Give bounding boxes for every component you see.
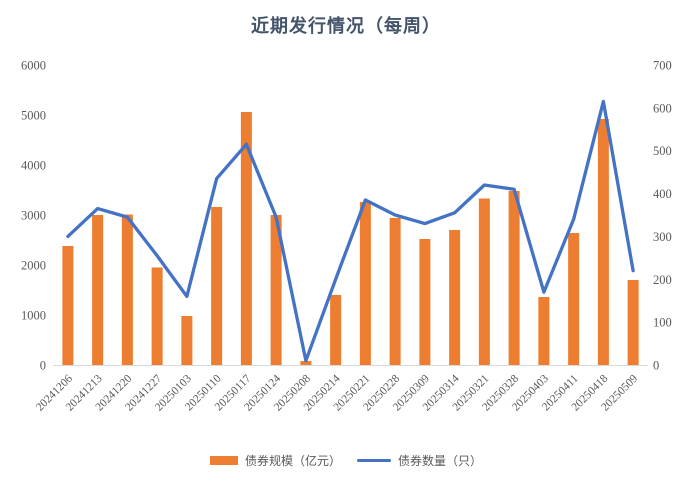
- bar-20241206: [62, 246, 74, 365]
- y-axis-left-tick-label: 2000: [21, 259, 46, 273]
- y-axis-left-tick-label: 3000: [21, 209, 46, 223]
- bar-20250328: [508, 191, 520, 365]
- bar-20250103: [181, 316, 193, 365]
- line-series: [66, 99, 635, 363]
- y-axis-left-tick-label: 0: [40, 359, 46, 373]
- bar-20250411: [568, 233, 580, 365]
- bar-20250214: [330, 295, 342, 365]
- y-axis-right-tick-label: 300: [653, 230, 672, 244]
- y-axis-right-tick-label: 600: [653, 101, 672, 115]
- bar-20250509: [627, 280, 639, 365]
- bar-series-swatch-icon: [209, 456, 238, 465]
- bar-20250208: [300, 361, 312, 365]
- bar-20250314: [449, 230, 461, 365]
- y-axis-right-tick-label: 200: [653, 273, 672, 287]
- bar-series-label: 债券规模（亿元）: [244, 454, 341, 468]
- bar-20250403: [538, 297, 550, 365]
- legend-item-line-series: 债券数量（只）: [357, 452, 482, 469]
- y-axis-right-tick-label: 0: [653, 359, 659, 373]
- y-axis-left-tick-label: 4000: [21, 159, 46, 173]
- bar-20250124: [270, 215, 282, 365]
- bar-20250309: [419, 239, 431, 365]
- bar-20250110: [211, 207, 223, 365]
- y-axis-right-tick-label: 400: [653, 187, 672, 201]
- bar-20250418: [597, 119, 609, 365]
- bar-20250228: [389, 218, 401, 365]
- y-axis-left-tick-label: 1000: [21, 309, 46, 323]
- bar-20241227: [151, 267, 163, 365]
- legend-item-bar-series: 债券规模（亿元）: [209, 452, 341, 469]
- y-axis-right-tick-label: 100: [653, 316, 672, 330]
- line-series-swatch-icon: [357, 458, 391, 463]
- bar-20250221: [359, 202, 371, 365]
- chart-title: 近期发行情况（每周）: [251, 16, 441, 36]
- y-axis-right-tick-label: 700: [653, 59, 672, 73]
- y-axis-left-tick-label: 5000: [21, 109, 46, 123]
- bar-20250321: [478, 198, 490, 365]
- bar-20241213: [92, 215, 104, 365]
- bar-20250117: [240, 112, 252, 365]
- legend: 债券规模（亿元） 债券数量（只）: [0, 452, 692, 469]
- y-axis-left-tick-label: 6000: [21, 59, 46, 73]
- line-series-label: 债券数量（只）: [398, 454, 483, 468]
- bar-20241220: [121, 214, 133, 365]
- y-axis-right-tick-label: 500: [653, 144, 672, 158]
